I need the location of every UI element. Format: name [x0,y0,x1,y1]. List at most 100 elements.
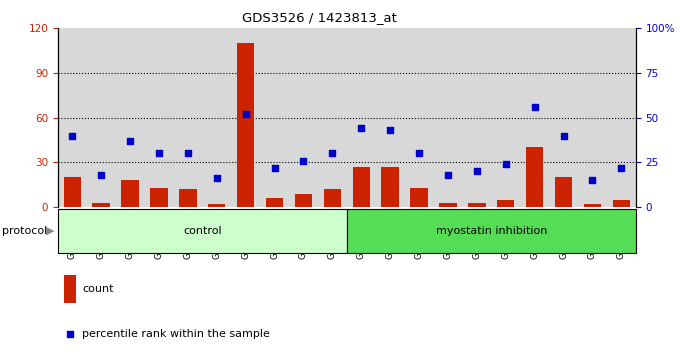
Point [67,133,78,138]
Point [269,165,280,171]
Point [356,126,367,131]
Bar [376,28,405,207]
Point [96,172,107,178]
Bar [405,28,434,207]
Bar [549,28,578,207]
Bar [607,28,636,207]
Bar [144,28,173,207]
Bar [434,28,462,207]
Bar [122,180,139,207]
Bar [318,28,347,207]
Bar [462,28,492,207]
Bar [607,28,636,207]
Bar [526,148,543,207]
Bar [173,28,203,207]
Bar [260,28,289,207]
Bar [87,28,116,207]
Text: control: control [183,226,222,236]
Point [298,158,309,164]
Text: myostatin inhibition: myostatin inhibition [436,226,547,236]
Bar [520,28,549,207]
Point [471,169,482,174]
Bar [324,189,341,207]
Bar [353,167,370,207]
Bar [295,194,312,207]
Bar [376,28,405,207]
Point [587,177,598,183]
Point [413,150,424,156]
Point [558,133,569,138]
Bar [578,28,607,207]
Bar [150,188,168,207]
Bar [549,28,578,207]
Bar [584,204,601,207]
Bar [64,275,76,303]
Bar [439,202,457,207]
Bar [405,28,434,207]
Bar [208,204,226,207]
Bar [203,28,231,207]
Point [124,138,135,144]
Bar [116,28,144,207]
Bar [469,202,486,207]
Bar [462,28,492,207]
Point [240,111,251,117]
Point [182,150,193,156]
Point [616,165,627,171]
Bar [347,28,376,207]
Bar [492,28,520,207]
Bar [58,28,87,207]
Bar [405,28,434,207]
Bar [347,209,636,253]
Text: GDS3526 / 1423813_at: GDS3526 / 1423813_at [242,11,397,24]
Bar [434,28,462,207]
Bar [578,28,607,207]
Bar [347,28,376,207]
Point [211,176,222,181]
Bar [116,28,144,207]
Bar [492,28,520,207]
Text: percentile rank within the sample: percentile rank within the sample [82,329,270,339]
Text: count: count [82,284,114,294]
Bar [203,28,231,207]
Bar [578,28,607,207]
Bar [347,28,376,207]
Bar [144,28,173,207]
Bar [260,28,289,207]
Point [529,104,540,110]
Bar [173,28,203,207]
Bar [520,28,549,207]
Bar [289,28,318,207]
Bar [203,28,231,207]
Bar [555,177,573,207]
Bar [231,28,260,207]
Bar [492,28,520,207]
Bar [92,202,110,207]
Bar [318,28,347,207]
Point [385,127,396,133]
Bar [607,28,636,207]
Bar [58,209,347,253]
Text: ▶: ▶ [46,226,54,236]
Bar [180,189,197,207]
Bar [58,28,87,207]
Point [154,150,165,156]
Bar [462,28,492,207]
Bar [376,28,405,207]
Bar [289,28,318,207]
Bar [434,28,462,207]
Bar [173,28,203,207]
Bar [549,28,578,207]
Bar [87,28,116,207]
Bar [64,177,81,207]
Bar [116,28,144,207]
Bar [231,28,260,207]
Bar [260,28,289,207]
Point [500,161,511,167]
Point [65,331,75,337]
Bar [144,28,173,207]
Bar [289,28,318,207]
Bar [497,200,515,207]
Text: protocol: protocol [2,226,48,236]
Bar [613,200,630,207]
